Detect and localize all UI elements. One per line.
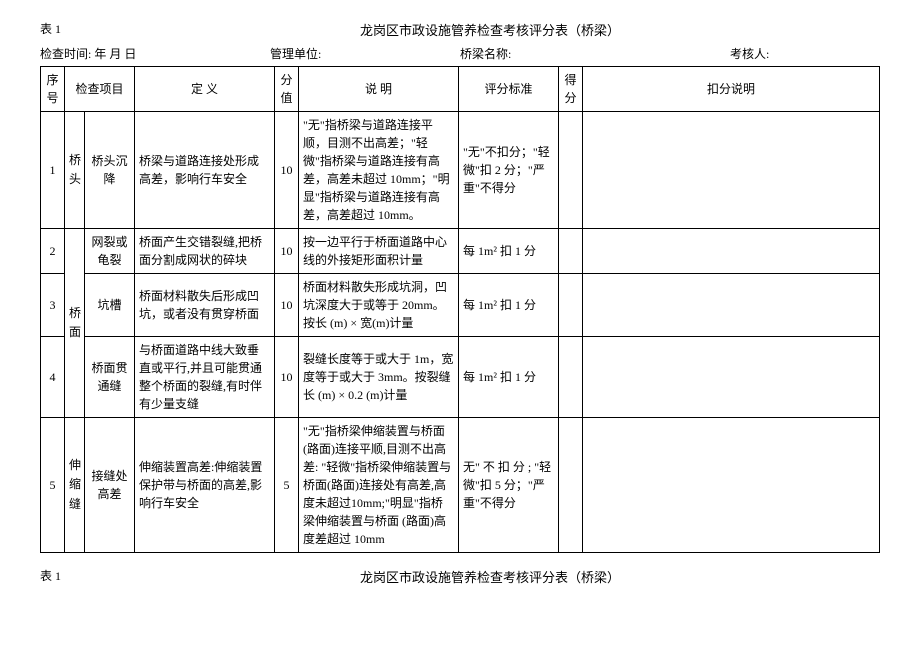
th-item: 检查项目 [65, 67, 135, 112]
th-seq: 序号 [41, 67, 65, 112]
cell-score [559, 229, 583, 274]
cell-scoreval: 5 [275, 418, 299, 553]
table-label: 表 1 [40, 20, 100, 39]
cell-category: 桥面 [65, 229, 85, 418]
cell-scoreval: 10 [275, 337, 299, 418]
th-deduct: 扣分说明 [583, 67, 880, 112]
cell-def: 与桥面道路中线大致垂直或平行,并且可能贯通整个桥面的裂缝,有时伴有少量支缝 [135, 337, 275, 418]
cell-score [559, 418, 583, 553]
cell-std: "无"不扣分；"轻微"扣 2 分；"严重"不得分 [459, 112, 559, 229]
table-row: 4 桥面贯通缝 与桥面道路中线大致垂直或平行,并且可能贯通整个桥面的裂缝,有时伴… [41, 337, 880, 418]
meta-unit: 管理单位: [270, 45, 430, 62]
th-std: 评分标准 [459, 67, 559, 112]
cell-std: 每 1m² 扣 1 分 [459, 274, 559, 337]
cell-deduct [583, 418, 880, 553]
cell-seq: 1 [41, 112, 65, 229]
cell-seq: 4 [41, 337, 65, 418]
cell-desc: "无"指桥梁伸缩装置与桥面(路面)连接平顺,目测不出高差: "轻微"指桥梁伸缩装… [299, 418, 459, 553]
cell-scoreval: 10 [275, 274, 299, 337]
cell-std: 每 1m² 扣 1 分 [459, 337, 559, 418]
table-row: 2 桥面 网裂或龟裂 桥面产生交错裂缝,把桥面分割成网状的碎块 10 按一边平行… [41, 229, 880, 274]
cell-std: 每 1m² 扣 1 分 [459, 229, 559, 274]
cell-item: 桥面贯通缝 [85, 337, 135, 418]
cell-deduct [583, 229, 880, 274]
cell-desc: 桥面材料散失形成坑洞，凹坑深度大于或等于 20mm。按长 (m) × 宽(m)计… [299, 274, 459, 337]
cell-deduct [583, 337, 880, 418]
table-row: 3 坑槽 桥面材料散失后形成凹坑，或者没有贯穿桥面 10 桥面材料散失形成坑洞，… [41, 274, 880, 337]
meta-inspect-time: 检查时间: 年 月 日 [40, 45, 240, 62]
cell-score [559, 274, 583, 337]
cell-item: 网裂或龟裂 [85, 229, 135, 274]
th-def: 定 义 [135, 67, 275, 112]
post-title-row: 表 1 龙岗区市政设施管养检查考核评分表（桥梁） [40, 567, 880, 586]
cell-seq: 2 [41, 229, 65, 274]
th-desc: 说 明 [299, 67, 459, 112]
cell-def: 桥梁与道路连接处形成高差，影响行车安全 [135, 112, 275, 229]
th-score-value: 分值 [275, 67, 299, 112]
cell-category: 桥头 [65, 112, 85, 229]
meta-row: 检查时间: 年 月 日 管理单位: 桥梁名称: 考核人: [40, 45, 880, 62]
table-header-row: 序号 检查项目 定 义 分值 说 明 评分标准 得分 扣分说明 [41, 67, 880, 112]
meta-bridge-name: 桥梁名称: [460, 45, 700, 62]
cell-item: 坑槽 [85, 274, 135, 337]
cell-desc: 按一边平行于桥面道路中心线的外接矩形面积计量 [299, 229, 459, 274]
page-title-bottom: 龙岗区市政设施管养检查考核评分表（桥梁） [100, 567, 880, 586]
scoring-table: 序号 检查项目 定 义 分值 说 明 评分标准 得分 扣分说明 1 桥头 桥头沉… [40, 66, 880, 553]
cell-def: 伸缩装置高差:伸缩装置保护带与桥面的高差,影响行车安全 [135, 418, 275, 553]
cell-desc: "无"指桥梁与道路连接平顺，目测不出高差；"轻微"指桥梁与道路连接有高差，高差未… [299, 112, 459, 229]
cell-std: 无" 不 扣 分 ; "轻微"扣 5 分；"严重"不得分 [459, 418, 559, 553]
cell-item: 桥头沉降 [85, 112, 135, 229]
cell-desc: 裂缝长度等于或大于 1m，宽度等于或大于 3mm。按裂缝长 (m) × 0.2 … [299, 337, 459, 418]
table-row: 5 伸缩缝 接缝处高差 伸缩装置高差:伸缩装置保护带与桥面的高差,影响行车安全 … [41, 418, 880, 553]
cell-deduct [583, 112, 880, 229]
th-score: 得分 [559, 67, 583, 112]
cell-score [559, 337, 583, 418]
cell-score [559, 112, 583, 229]
cell-scoreval: 10 [275, 112, 299, 229]
cell-seq: 3 [41, 274, 65, 337]
cell-scoreval: 10 [275, 229, 299, 274]
table-label-bottom: 表 1 [40, 567, 100, 586]
cell-category: 伸缩缝 [65, 418, 85, 553]
table-row: 1 桥头 桥头沉降 桥梁与道路连接处形成高差，影响行车安全 10 "无"指桥梁与… [41, 112, 880, 229]
cell-deduct [583, 274, 880, 337]
cell-def: 桥面材料散失后形成凹坑，或者没有贯穿桥面 [135, 274, 275, 337]
cell-seq: 5 [41, 418, 65, 553]
meta-assessor: 考核人: [730, 45, 880, 62]
cell-item: 接缝处高差 [85, 418, 135, 553]
page-title: 龙岗区市政设施管养检查考核评分表（桥梁） [100, 20, 880, 39]
cell-def: 桥面产生交错裂缝,把桥面分割成网状的碎块 [135, 229, 275, 274]
header-row: 表 1 龙岗区市政设施管养检查考核评分表（桥梁） [40, 20, 880, 39]
